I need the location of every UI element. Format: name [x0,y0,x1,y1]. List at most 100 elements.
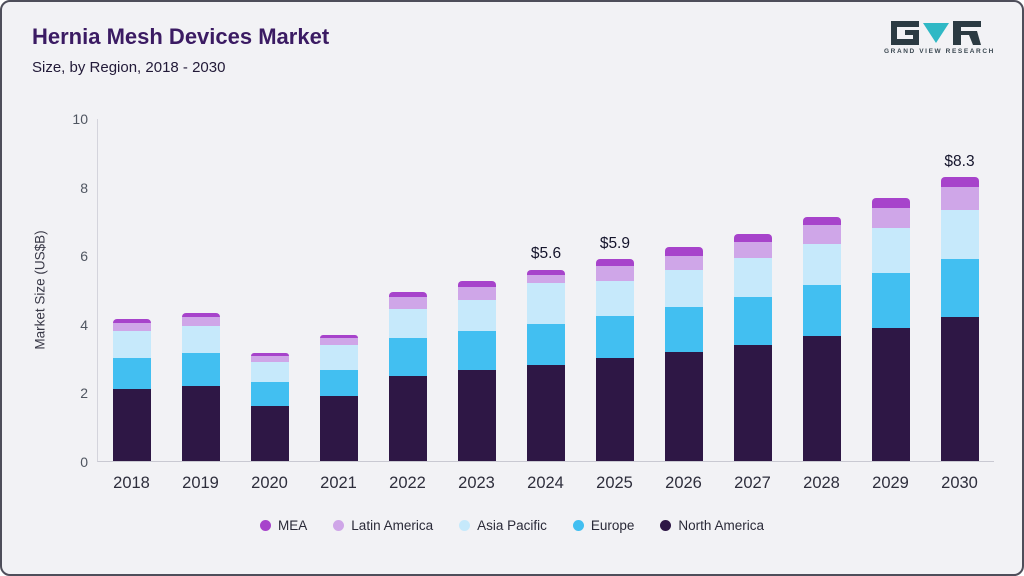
segment-europe[interactable] [940,259,979,318]
bar-2025[interactable]: $5.9 [580,119,649,461]
segment-mea[interactable] [595,259,634,267]
segment-latin-america[interactable] [871,207,910,229]
segment-mea[interactable] [251,352,290,356]
x-tick-2030: 2030 [941,474,978,492]
x-tick-2027: 2027 [734,474,771,492]
bar-2022[interactable] [374,119,443,461]
bar-2018[interactable] [98,119,167,461]
segment-asia-pacific[interactable] [458,300,497,332]
segment-latin-america[interactable] [113,322,152,332]
segment-latin-america[interactable] [251,355,290,362]
segment-europe[interactable] [320,370,359,397]
segment-mea[interactable] [733,233,772,243]
segment-north-america[interactable] [320,396,359,461]
segment-europe[interactable] [733,296,772,345]
bar-2024[interactable]: $5.6 [512,119,581,461]
bar-stack-2021[interactable] [320,119,359,461]
segment-north-america[interactable] [113,389,152,461]
segment-mea[interactable] [458,281,497,287]
segment-asia-pacific[interactable] [595,281,634,316]
segment-asia-pacific[interactable] [526,283,565,325]
segment-north-america[interactable] [251,406,290,461]
segment-north-america[interactable] [802,336,841,461]
segment-asia-pacific[interactable] [940,209,979,260]
segment-north-america[interactable] [595,358,634,461]
legend-item-north-america[interactable]: North America [660,518,764,533]
segment-europe[interactable] [664,307,703,352]
segment-asia-pacific[interactable] [113,331,152,359]
segment-mea[interactable] [664,247,703,256]
bar-stack-2023[interactable] [458,119,497,461]
bar-stack-2024[interactable] [526,119,565,461]
segment-latin-america[interactable] [802,225,841,244]
segment-mea[interactable] [182,313,221,318]
segment-europe[interactable] [113,358,152,390]
segment-north-america[interactable] [940,317,979,461]
segment-north-america[interactable] [664,351,703,461]
segment-europe[interactable] [251,382,290,407]
segment-europe[interactable] [526,324,565,366]
segment-asia-pacific[interactable] [320,344,359,371]
bar-2019[interactable] [167,119,236,461]
segment-mea[interactable] [871,197,910,208]
segment-north-america[interactable] [458,370,497,461]
bar-2020[interactable] [236,119,305,461]
segment-latin-america[interactable] [733,242,772,258]
segment-mea[interactable] [802,216,841,226]
segment-asia-pacific[interactable] [251,361,290,383]
segment-mea[interactable] [940,177,979,188]
bar-stack-2020[interactable] [251,119,290,461]
segment-latin-america[interactable] [940,187,979,210]
segment-latin-america[interactable] [595,266,634,282]
segment-north-america[interactable] [182,385,221,461]
bar-stack-2022[interactable] [389,119,428,461]
bar-2030[interactable]: $8.3 [925,119,994,461]
segment-north-america[interactable] [733,344,772,461]
segment-mea[interactable] [526,269,565,275]
legend-item-mea[interactable]: MEA [260,518,307,533]
segment-asia-pacific[interactable] [802,243,841,285]
legend-item-asia-pacific[interactable]: Asia Pacific [459,518,547,533]
segment-latin-america[interactable] [389,296,428,309]
bar-2023[interactable] [443,119,512,461]
bar-2021[interactable] [305,119,374,461]
legend: MEA Latin America Asia Pacific Europe North … [2,518,1022,533]
legend-item-latin-america[interactable]: Latin America [333,518,433,533]
bar-stack-2025[interactable] [595,119,634,461]
segment-europe[interactable] [802,284,841,337]
bar-stack-2027[interactable] [733,119,772,461]
segment-north-america[interactable] [526,365,565,461]
bar-2028[interactable] [787,119,856,461]
bar-2026[interactable] [649,119,718,461]
bar-stack-2026[interactable] [664,119,703,461]
segment-asia-pacific[interactable] [733,257,772,297]
segment-latin-america[interactable] [458,286,497,301]
segment-mea[interactable] [389,291,428,297]
segment-asia-pacific[interactable] [664,269,703,308]
segment-north-america[interactable] [871,327,910,461]
segment-latin-america[interactable] [526,274,565,284]
bar-stack-2018[interactable] [113,119,152,461]
bar-2027[interactable] [718,119,787,461]
bar-stack-2029[interactable] [871,119,910,461]
segment-europe[interactable] [182,353,221,386]
segment-mea[interactable] [113,319,152,323]
bar-stack-2030[interactable] [940,119,979,461]
y-axis-title: Market Size (US$B) [32,230,48,350]
segment-europe[interactable] [389,337,428,376]
segment-asia-pacific[interactable] [389,308,428,338]
legend-item-europe[interactable]: Europe [572,518,634,533]
segment-asia-pacific[interactable] [871,228,910,273]
bar-stack-2019[interactable] [182,119,221,461]
segment-mea[interactable] [320,334,359,338]
segment-asia-pacific[interactable] [182,325,221,354]
bar-2029[interactable] [856,119,925,461]
segment-europe[interactable] [871,272,910,328]
segment-north-america[interactable] [389,375,428,461]
segment-europe[interactable] [458,331,497,371]
segment-latin-america[interactable] [182,317,221,326]
bar-stack-2028[interactable] [802,119,841,461]
segment-europe[interactable] [595,315,634,359]
segment-latin-america[interactable] [320,337,359,345]
segment-latin-america[interactable] [664,255,703,270]
